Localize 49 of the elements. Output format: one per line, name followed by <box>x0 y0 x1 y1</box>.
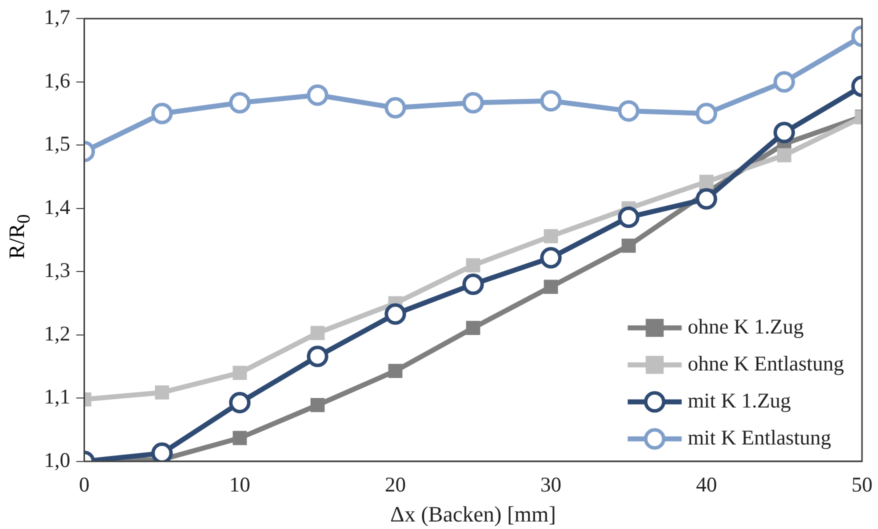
point <box>544 280 558 294</box>
y-tick-label: 1,7 <box>44 5 70 30</box>
point <box>151 102 173 124</box>
point <box>540 246 562 268</box>
point <box>462 92 484 114</box>
point <box>384 303 406 325</box>
x-tick-label: 0 <box>79 472 90 497</box>
point <box>699 174 714 189</box>
y-tick-label: 1,3 <box>44 258 70 282</box>
y-tick-label: 1,1 <box>44 384 70 409</box>
point <box>466 320 480 335</box>
x-axis-title: Δx (Backen) [mm] <box>390 502 556 527</box>
y-tick-label: 1,5 <box>44 132 70 156</box>
legend-label: mit K Entlastung <box>688 425 832 450</box>
point <box>154 385 170 400</box>
point <box>306 84 328 106</box>
point <box>544 229 558 244</box>
point <box>229 392 251 414</box>
x-tick-label: 20 <box>384 472 406 497</box>
y-tick-label: 1,4 <box>44 194 71 219</box>
point <box>462 274 484 296</box>
x-tick-label: 50 <box>852 472 872 497</box>
point <box>310 398 325 412</box>
point <box>310 326 325 340</box>
point <box>388 364 402 378</box>
x-tick-label: 30 <box>540 472 562 497</box>
point <box>618 100 640 122</box>
x-tick-label: 40 <box>696 472 717 497</box>
y-tick-label: 1,0 <box>44 448 70 472</box>
y-tick-label: 1,2 <box>44 321 70 346</box>
point <box>773 71 795 93</box>
point <box>306 346 328 368</box>
point <box>540 90 562 112</box>
point <box>696 188 718 210</box>
point <box>229 92 251 114</box>
point <box>618 206 640 228</box>
point <box>232 366 247 380</box>
x-tick-label: 10 <box>229 472 250 497</box>
point <box>466 258 480 272</box>
point <box>696 102 718 124</box>
point <box>622 238 636 253</box>
point <box>384 97 406 119</box>
legend-label: ohne K 1.Zug <box>688 314 804 338</box>
point <box>773 122 795 144</box>
legend-label: ohne K Entlastung <box>688 351 844 376</box>
y-tick-label: 1,6 <box>44 68 70 92</box>
legend-label: mit K 1.Zug <box>688 388 792 412</box>
point <box>777 148 792 162</box>
point <box>232 430 247 446</box>
